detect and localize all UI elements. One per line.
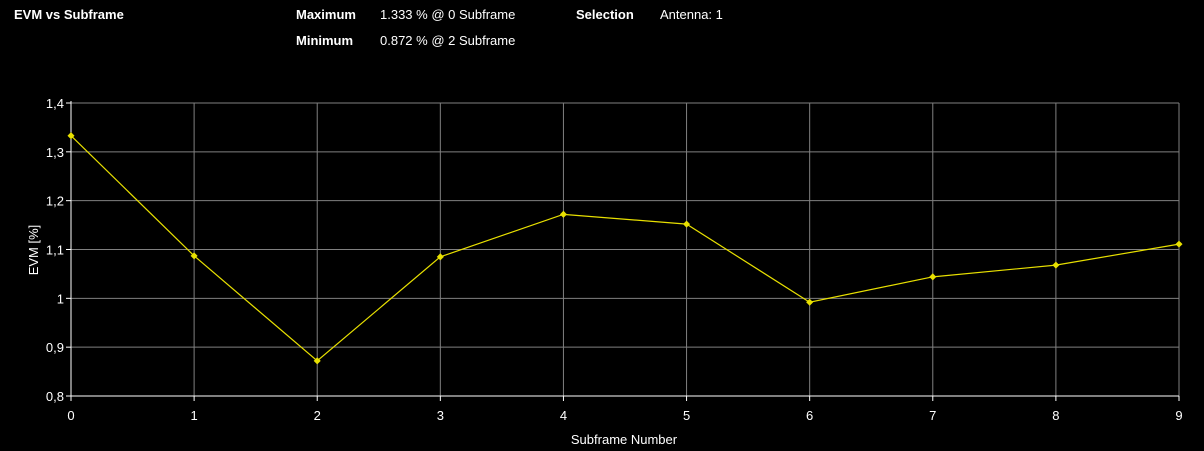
data-point — [683, 220, 691, 228]
x-tick-label: 7 — [929, 408, 936, 423]
minimum-label: Minimum — [296, 33, 354, 48]
data-point — [313, 357, 321, 365]
y-tick-label: 0,8 — [46, 389, 64, 404]
x-tick-label: 9 — [1175, 408, 1182, 423]
data-point — [559, 210, 567, 218]
x-tick-label: 3 — [437, 408, 444, 423]
minimum-value: 0.872 % @ 2 Subframe — [380, 33, 516, 48]
tick-labels: 0,8 0,9 1 1,1 1,2 1,3 1,4 0 1 2 3 4 5 6 7 8 9 — [46, 96, 1183, 423]
selection-value: Antenna: 1 — [660, 7, 723, 22]
data-point — [67, 132, 75, 140]
axes — [66, 101, 1180, 401]
x-tick-label: 4 — [560, 408, 567, 423]
data-point — [929, 273, 937, 281]
y-axis-label: EVM [%] — [26, 225, 41, 276]
x-tick-label: 8 — [1052, 408, 1059, 423]
grid-lines — [71, 102, 1180, 396]
x-tick-label: 0 — [67, 408, 74, 423]
y-tick-label: 1,3 — [46, 145, 64, 160]
x-tick-label: 2 — [314, 408, 321, 423]
series-line — [70, 135, 1180, 362]
x-axis-label: Subframe Number — [571, 432, 678, 447]
data-point — [190, 252, 198, 260]
x-tick-label: 5 — [683, 408, 690, 423]
x-tick-label: 1 — [190, 408, 197, 423]
data-point — [806, 298, 814, 306]
y-tick-label: 1,1 — [46, 243, 64, 258]
data-point — [1052, 261, 1060, 269]
maximum-value: 1.333 % @ 0 Subframe — [380, 7, 516, 22]
chart-title: EVM vs Subframe — [14, 7, 124, 22]
data-point — [1175, 240, 1183, 248]
y-tick-label: 1 — [57, 291, 64, 306]
maximum-label: Maximum — [296, 7, 356, 22]
y-tick-label: 0,9 — [46, 340, 64, 355]
x-tick-label: 6 — [806, 408, 813, 423]
y-tick-label: 1,2 — [46, 194, 64, 209]
series-layer — [67, 132, 1183, 365]
selection-label: Selection — [576, 7, 634, 22]
y-tick-label: 1,4 — [46, 96, 64, 111]
